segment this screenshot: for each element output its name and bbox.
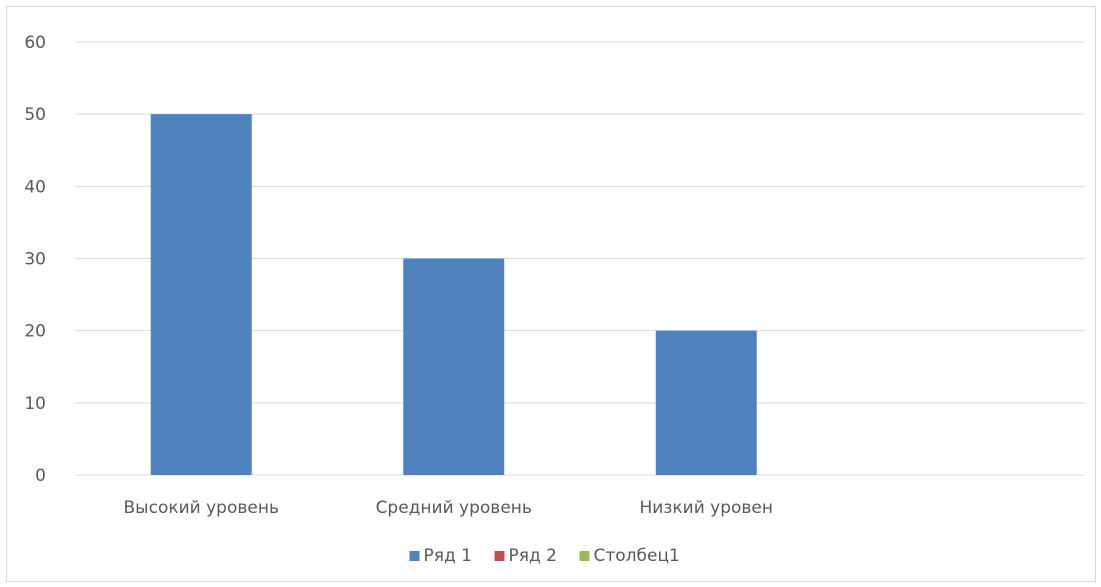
y-tick-label: 60 bbox=[24, 33, 46, 53]
y-tick-label: 50 bbox=[24, 105, 46, 125]
legend-label-3: Столбец1 bbox=[594, 546, 680, 566]
legend: Ряд 1 Ряд 2 Столбец1 bbox=[409, 546, 680, 566]
legend-label-1: Ряд 1 bbox=[424, 546, 472, 566]
legend-swatch-3 bbox=[579, 551, 590, 561]
x-category-label: Средний уровень bbox=[376, 498, 532, 518]
y-tick-label: 40 bbox=[24, 177, 46, 197]
y-tick-label: 10 bbox=[24, 394, 46, 414]
y-tick-label: 20 bbox=[24, 322, 46, 342]
legend-swatch-1 bbox=[409, 551, 420, 561]
y-axis-tick-labels: 0 10 20 30 40 50 60 bbox=[24, 33, 46, 486]
x-category-label: Низкий уровен bbox=[640, 498, 774, 518]
legend-label-2: Ряд 2 bbox=[509, 546, 557, 566]
bar-1-1 bbox=[150, 114, 252, 476]
y-tick-label: 0 bbox=[35, 466, 46, 486]
x-axis-category-labels: Высокий уровень Средний уровень Низкий уро… bbox=[124, 498, 773, 518]
y-tick-label: 30 bbox=[24, 250, 46, 270]
bar-1-3 bbox=[655, 330, 757, 475]
bars bbox=[150, 114, 757, 476]
x-category-label: Высокий уровень bbox=[124, 498, 279, 518]
bar-1-2 bbox=[403, 258, 505, 475]
legend-swatch-2 bbox=[494, 551, 505, 561]
